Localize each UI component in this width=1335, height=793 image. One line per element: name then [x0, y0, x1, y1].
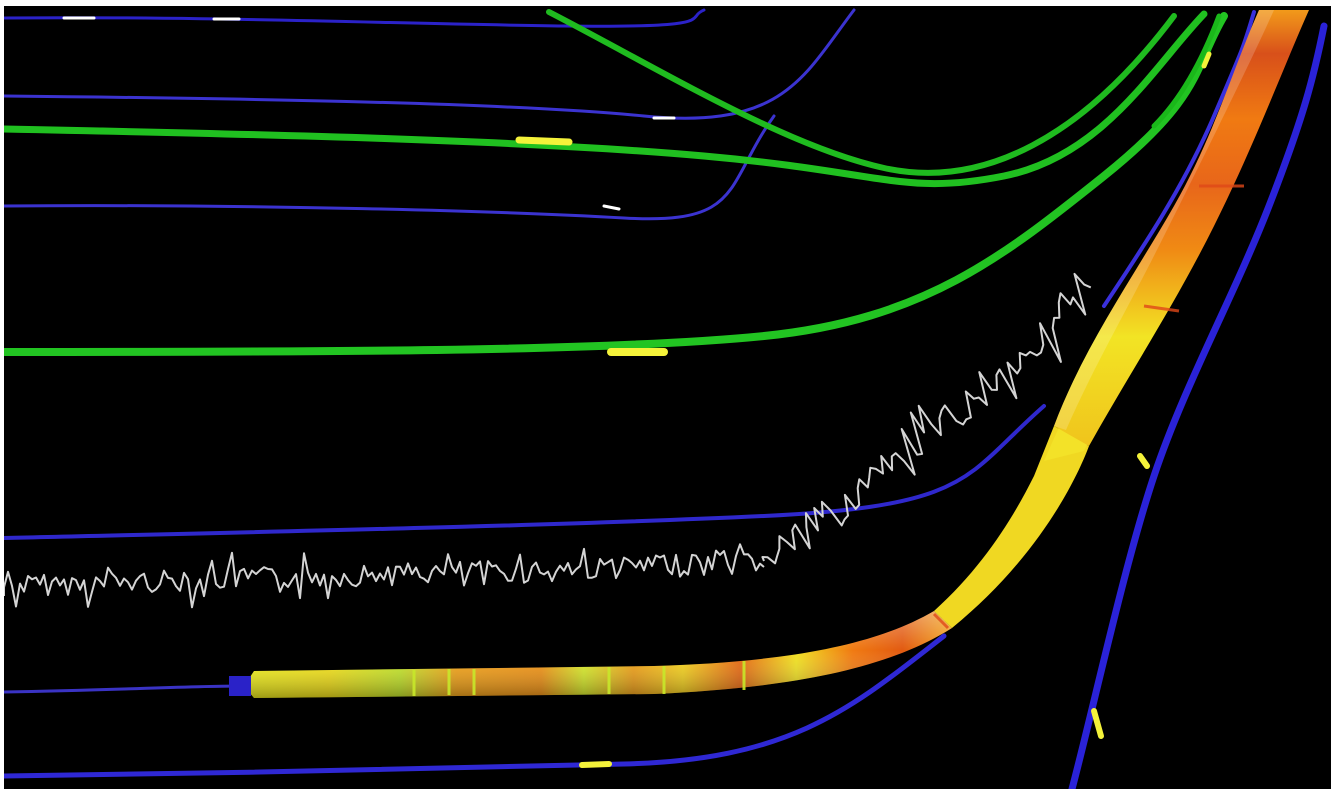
well-trajectory-scene — [4, 6, 1331, 789]
well-log-curve — [4, 274, 1091, 607]
3d-well-viewport[interactable] — [4, 6, 1331, 789]
green-well-trajectory — [4, 12, 1224, 352]
white-markers — [64, 18, 674, 209]
